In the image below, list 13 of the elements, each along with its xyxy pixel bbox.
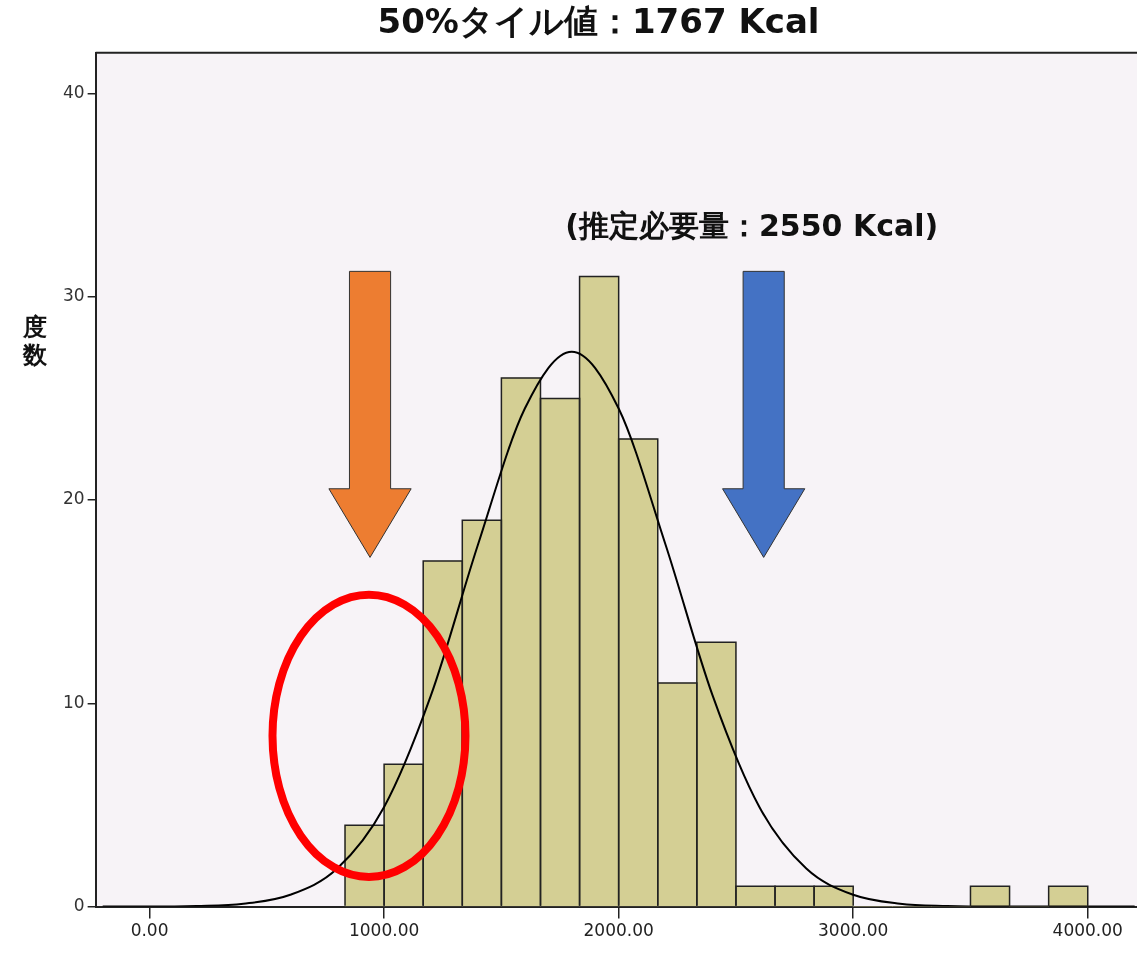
y-axis-title: 度数 — [22, 313, 48, 370]
y-tick-label: 10 — [62, 691, 85, 712]
annotation: (推定必要量：2550 Kcal) — [565, 207, 939, 243]
y-tick-label: 0 — [73, 895, 85, 916]
chart-title: 50%タイル値：1767 Kcal — [377, 1, 820, 42]
y-tick-label: 20 — [62, 488, 85, 509]
x-tick-label: 0.00 — [130, 920, 169, 941]
y-tick-label: 30 — [62, 285, 85, 306]
x-tick-label: 3000.00 — [818, 920, 889, 941]
x-tick-label: 4000.00 — [1052, 920, 1123, 941]
y-tick-label: 40 — [62, 81, 85, 102]
x-tick-label: 2000.00 — [583, 920, 654, 941]
x-tick-label: 1000.00 — [348, 920, 420, 941]
